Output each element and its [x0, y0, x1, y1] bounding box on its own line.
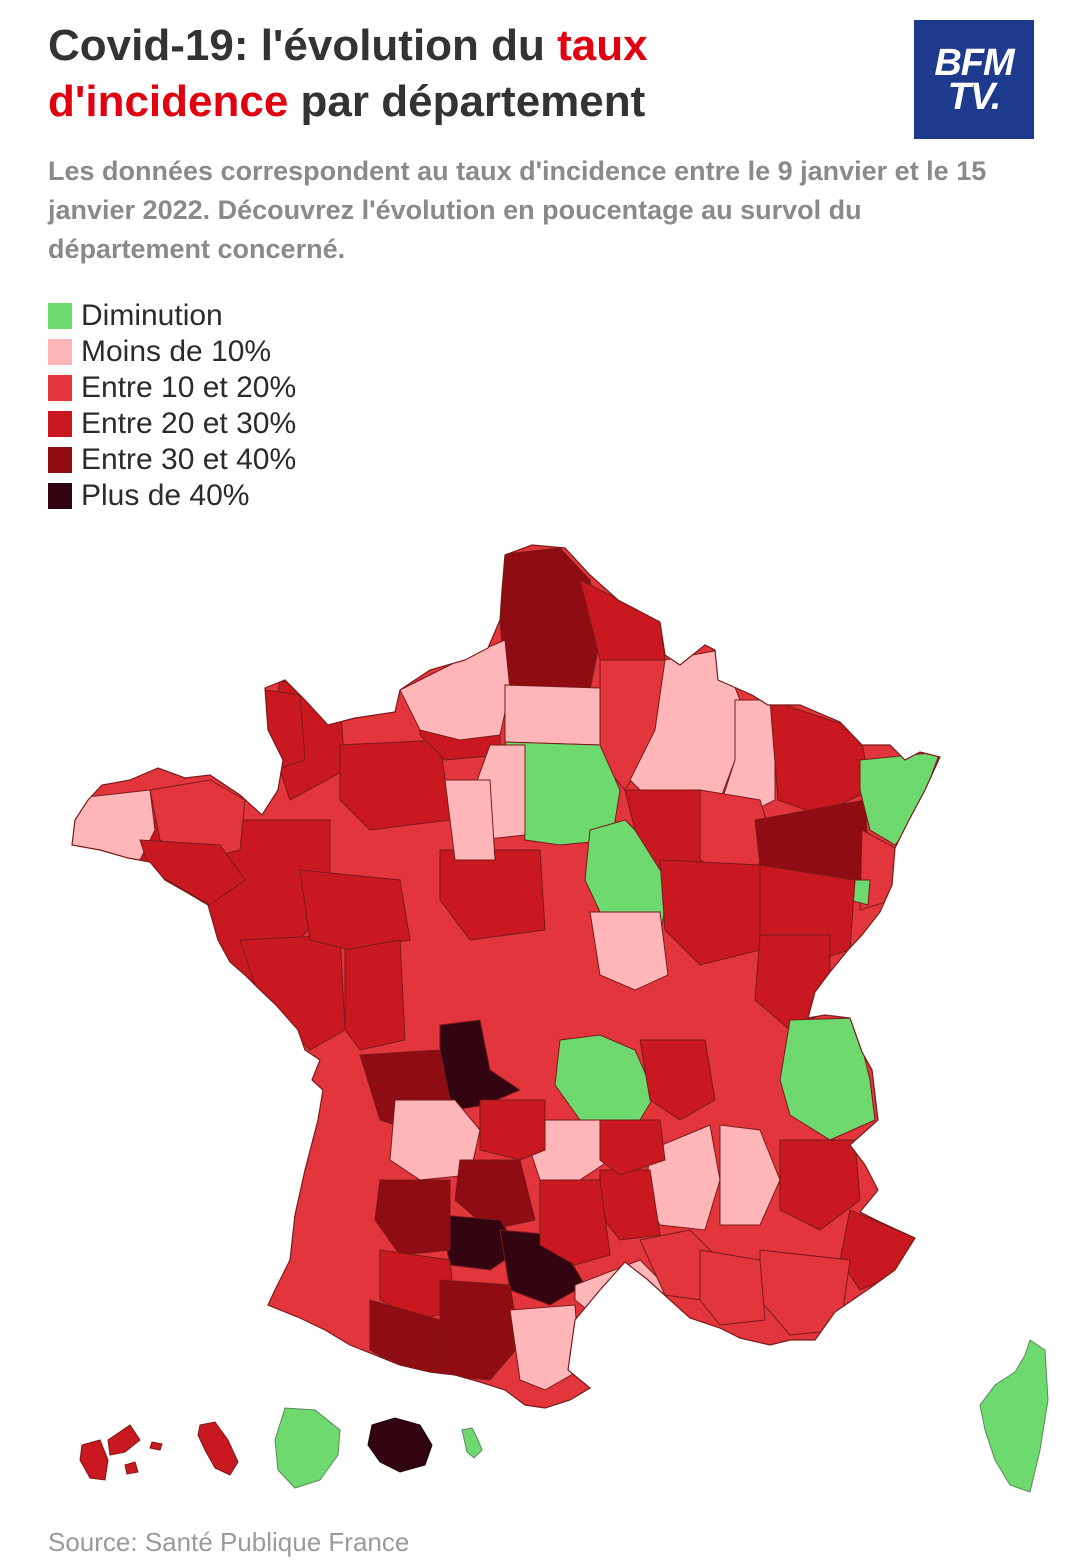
legend-label: Diminution	[81, 299, 223, 332]
logo-line2: TV.	[947, 75, 1002, 118]
title-highlight-taux: taux	[557, 21, 648, 70]
legend-label: Plus de 40%	[81, 479, 250, 512]
legend: Diminution Moins de 10% Entre 10 et 20% …	[48, 298, 296, 514]
legend-item-moins-10: Moins de 10%	[48, 334, 296, 370]
legend-label: Entre 20 et 30%	[81, 407, 297, 440]
legend-swatch	[48, 411, 72, 437]
bfmtv-logo: BFM TV.	[914, 20, 1034, 139]
legend-label: Moins de 10%	[81, 335, 272, 368]
legend-label: Entre 10 et 20%	[81, 371, 297, 404]
legend-item-10-20: Entre 10 et 20%	[48, 370, 296, 406]
legend-swatch	[48, 339, 72, 365]
legend-item-plus-40: Plus de 40%	[48, 478, 296, 514]
legend-swatch	[48, 447, 72, 473]
legend-item-20-30: Entre 20 et 30%	[48, 406, 296, 442]
source-credit: Source: Santé Publique France	[48, 1527, 410, 1557]
legend-swatch	[48, 375, 72, 401]
logo-line1: BFM	[934, 41, 1014, 84]
legend-label: Entre 30 et 40%	[81, 443, 297, 476]
title-part1: Covid-19: l'évolution du	[48, 21, 558, 70]
title-part2: par département	[288, 77, 646, 126]
chart-title: Covid-19: l'évolution du taux d'incidence…	[48, 18, 868, 130]
legend-swatch	[48, 303, 72, 329]
france-department-map	[71, 544, 1049, 1493]
title-highlight-incidence: d'incidence	[48, 77, 289, 126]
legend-item-30-40: Entre 30 et 40%	[48, 442, 296, 478]
legend-swatch	[48, 483, 72, 509]
chart-subtitle: Les données correspondent au taux d'inci…	[48, 156, 987, 264]
legend-item-diminution: Diminution	[48, 298, 296, 334]
